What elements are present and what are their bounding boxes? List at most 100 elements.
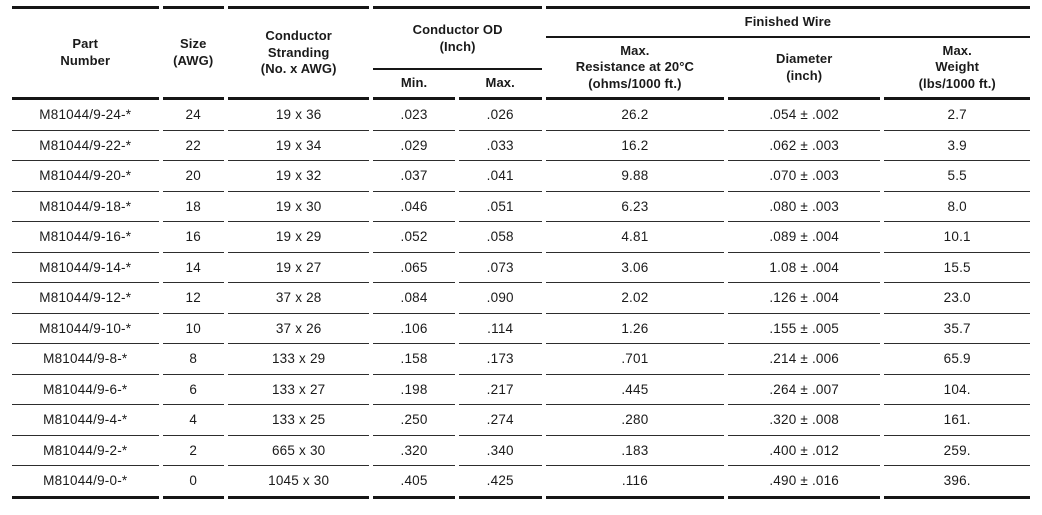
cell-od-min: .084 — [373, 283, 455, 314]
cell-od-min: .250 — [373, 405, 455, 436]
cell-od-min: .198 — [373, 375, 455, 405]
cell-resistance: .183 — [545, 436, 724, 466]
cell-stranding: 133 x 29 — [227, 344, 370, 375]
cell-od-min: .037 — [373, 161, 455, 192]
cell-diameter: .400 ± .012 — [727, 436, 881, 466]
column-header-diameter: Diameter (inch) — [727, 38, 881, 100]
cell-resistance: 6.23 — [545, 192, 724, 222]
cell-od-max: .033 — [458, 131, 542, 161]
cell-weight: 65.9 — [884, 344, 1030, 375]
cell-stranding: 37 x 26 — [227, 314, 370, 344]
cell-part-number: M81044/9-20-* — [12, 161, 159, 192]
cell-size-awg: 6 — [162, 375, 224, 405]
cell-diameter: 1.08 ± .004 — [727, 253, 881, 283]
cell-stranding: 19 x 29 — [227, 222, 370, 253]
cell-diameter: .062 ± .003 — [727, 131, 881, 161]
cell-resistance: 2.02 — [545, 283, 724, 314]
cell-od-min: .158 — [373, 344, 455, 375]
cell-stranding: 133 x 25 — [227, 405, 370, 436]
cell-weight: 8.0 — [884, 192, 1030, 222]
cell-diameter: .089 ± .004 — [727, 222, 881, 253]
cell-part-number: M81044/9-24-* — [12, 100, 159, 131]
table-row: M81044/9-14-* 14 19 x 27.065.073 3.06 1.08 ±… — [12, 253, 1030, 283]
cell-od-min: .065 — [373, 253, 455, 283]
cell-size-awg: 2 — [162, 436, 224, 466]
cell-od-min: .405 — [373, 466, 455, 499]
table-header: Part Number Size (AWG) Conductor Strandi… — [12, 6, 1030, 100]
table-row: M81044/9-0-* 0 1045 x 30.405.425.116.490 ±… — [12, 466, 1030, 499]
table-row: M81044/9-4-* 4 133 x 25.250.274.280.320 ± … — [12, 405, 1030, 436]
cell-resistance: .701 — [545, 344, 724, 375]
cell-od-max: .073 — [458, 253, 542, 283]
table-row: M81044/9-18-* 18 19 x 30.046.051 6.23.080 ±… — [12, 192, 1030, 222]
cell-od-min: .046 — [373, 192, 455, 222]
wire-spec-table: Part Number Size (AWG) Conductor Strandi… — [8, 6, 1034, 499]
cell-part-number: M81044/9-14-* — [12, 253, 159, 283]
cell-od-min: .052 — [373, 222, 455, 253]
table-row: M81044/9-2-* 2 665 x 30.320.340.183.400 ± … — [12, 436, 1030, 466]
cell-size-awg: 8 — [162, 344, 224, 375]
cell-resistance: 26.2 — [545, 100, 724, 131]
cell-weight: 2.7 — [884, 100, 1030, 131]
cell-weight: 10.1 — [884, 222, 1030, 253]
table-row: M81044/9-22-* 22 19 x 34.029.033 16.2.062 ±… — [12, 131, 1030, 161]
cell-weight: 104. — [884, 375, 1030, 405]
cell-part-number: M81044/9-12-* — [12, 283, 159, 314]
table-row: M81044/9-20-* 20 19 x 32.037.041 9.88.070 ±… — [12, 161, 1030, 192]
cell-part-number: M81044/9-0-* — [12, 466, 159, 499]
cell-od-max: .114 — [458, 314, 542, 344]
cell-size-awg: 16 — [162, 222, 224, 253]
cell-od-max: .425 — [458, 466, 542, 499]
cell-part-number: M81044/9-6-* — [12, 375, 159, 405]
cell-size-awg: 20 — [162, 161, 224, 192]
column-header-max-resistance: Max. Resistance at 20°C (ohms/1000 ft.) — [545, 38, 724, 100]
cell-resistance: 3.06 — [545, 253, 724, 283]
group-header-finished-wire: Finished Wire — [545, 6, 1030, 38]
table-row: M81044/9-10-* 10 37 x 26.106.114 1.26.155 ±… — [12, 314, 1030, 344]
cell-od-min: .106 — [373, 314, 455, 344]
cell-weight: 15.5 — [884, 253, 1030, 283]
cell-diameter: .126 ± .004 — [727, 283, 881, 314]
cell-od-max: .026 — [458, 100, 542, 131]
column-header-conductor-stranding: Conductor Stranding (No. x AWG) — [227, 6, 370, 100]
cell-od-min: .029 — [373, 131, 455, 161]
cell-size-awg: 10 — [162, 314, 224, 344]
column-header-od-max: Max. — [458, 70, 542, 100]
cell-od-min: .023 — [373, 100, 455, 131]
cell-od-max: .058 — [458, 222, 542, 253]
cell-stranding: 133 x 27 — [227, 375, 370, 405]
cell-od-max: .274 — [458, 405, 542, 436]
cell-size-awg: 12 — [162, 283, 224, 314]
cell-od-max: .051 — [458, 192, 542, 222]
cell-resistance: 9.88 — [545, 161, 724, 192]
table-row: M81044/9-24-* 24 19 x 36.023.026 26.2.054 ±… — [12, 100, 1030, 131]
cell-part-number: M81044/9-2-* — [12, 436, 159, 466]
cell-weight: 259. — [884, 436, 1030, 466]
cell-part-number: M81044/9-18-* — [12, 192, 159, 222]
cell-resistance: 4.81 — [545, 222, 724, 253]
cell-stranding: 19 x 30 — [227, 192, 370, 222]
cell-od-max: .041 — [458, 161, 542, 192]
cell-weight: 23.0 — [884, 283, 1030, 314]
cell-size-awg: 4 — [162, 405, 224, 436]
group-header-conductor-od: Conductor OD (Inch) — [373, 6, 542, 70]
cell-resistance: .445 — [545, 375, 724, 405]
column-header-size-awg: Size (AWG) — [162, 6, 224, 100]
cell-size-awg: 0 — [162, 466, 224, 499]
cell-diameter: .155 ± .005 — [727, 314, 881, 344]
column-header-max-weight: Max. Weight (lbs/1000 ft.) — [884, 38, 1030, 100]
cell-size-awg: 22 — [162, 131, 224, 161]
cell-part-number: M81044/9-10-* — [12, 314, 159, 344]
table-row: M81044/9-16-* 16 19 x 29.052.058 4.81.089 ±… — [12, 222, 1030, 253]
column-header-od-min: Min. — [373, 70, 455, 100]
cell-resistance: 1.26 — [545, 314, 724, 344]
cell-diameter: .070 ± .003 — [727, 161, 881, 192]
cell-stranding: 19 x 34 — [227, 131, 370, 161]
column-header-part-number: Part Number — [12, 6, 159, 100]
table-body: M81044/9-24-* 24 19 x 36.023.026 26.2.054 ±… — [12, 100, 1030, 499]
cell-weight: 5.5 — [884, 161, 1030, 192]
cell-part-number: M81044/9-4-* — [12, 405, 159, 436]
cell-part-number: M81044/9-16-* — [12, 222, 159, 253]
cell-od-max: .173 — [458, 344, 542, 375]
